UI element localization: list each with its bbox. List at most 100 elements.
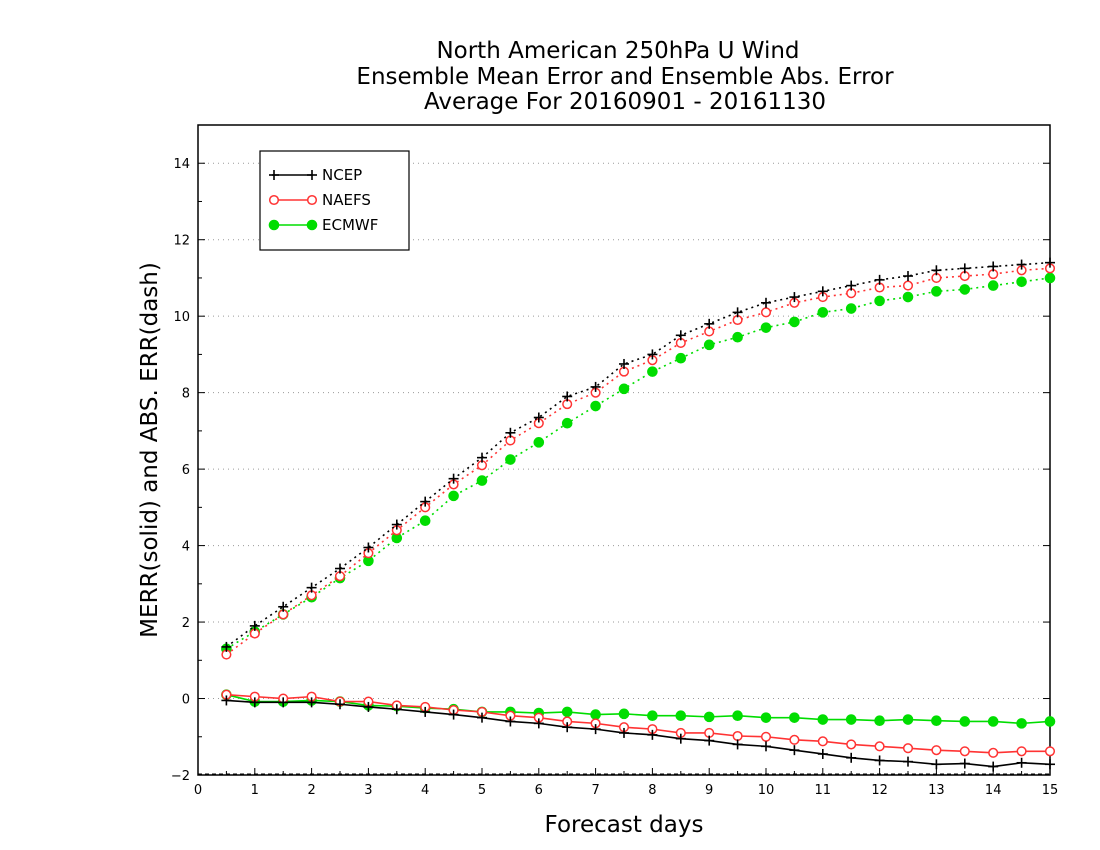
mean-err-point (902, 714, 914, 725)
mean-err-point (817, 748, 828, 759)
abs-err-point (732, 307, 743, 318)
mean-err-point (732, 710, 743, 722)
abs-err-point (249, 620, 260, 631)
mean-err-point (902, 743, 914, 754)
legend-marker (268, 219, 280, 231)
x-tick-label: 2 (307, 783, 315, 798)
abs-err-point (590, 400, 601, 412)
abs-err-point (874, 295, 885, 307)
y-tick-label: 10 (173, 310, 190, 325)
mean-err-point (278, 697, 289, 708)
abs-err-point (874, 274, 885, 285)
abs-err-point (561, 417, 573, 429)
legend-item-ncep: NCEP (269, 166, 362, 184)
x-tick-label: 5 (478, 783, 486, 798)
abs-err-point (931, 265, 942, 276)
abs-err-point (931, 286, 942, 297)
mean-err-point (846, 752, 857, 763)
mean-err-point (789, 734, 800, 745)
mean-err-point (1016, 746, 1027, 757)
chart-title: North American 250hPa U Wind Ensemble Me… (356, 38, 894, 115)
legend-items: NCEP NAEFS ECMWF (268, 166, 378, 234)
abs-err-point (761, 297, 771, 308)
abs-err-point (959, 263, 970, 274)
abs-err-point (704, 318, 715, 329)
mean-err-point (931, 745, 942, 756)
mean-err-point (732, 739, 743, 750)
title-line-2: Ensemble Mean Error and Ensemble Abs. Er… (356, 64, 894, 90)
x-tick-label: 13 (928, 783, 945, 798)
y-tick-label: 6 (182, 463, 190, 478)
mean-err-point (703, 711, 715, 723)
abs-err-point (647, 366, 658, 377)
y-tick-label: 12 (173, 234, 190, 249)
mean-err-point (845, 714, 857, 725)
mean-err-point (817, 714, 829, 725)
legend-marker (306, 219, 318, 231)
abs-err-point (703, 339, 715, 351)
abs-err-point (1045, 257, 1055, 268)
mean-err-point (874, 755, 885, 766)
mean-err-point (619, 727, 629, 738)
abs-err-point (760, 322, 772, 333)
abs-err-point (1016, 259, 1027, 270)
abs-err-point (590, 381, 601, 392)
abs-err-point (1044, 272, 1056, 284)
abs-err-point (420, 496, 431, 507)
mean-err-point (1045, 759, 1055, 770)
mean-err-point (789, 712, 800, 723)
abs-err-point (675, 352, 687, 364)
abs-err-point (533, 412, 544, 423)
x-tick-label: 3 (364, 783, 372, 798)
mean-err-point (760, 712, 772, 723)
abs-err-point (533, 437, 545, 448)
x-tick-label: 0 (194, 783, 202, 798)
mean-err-point (647, 729, 658, 740)
x-tick-label: 8 (648, 783, 656, 798)
abs-err-line-ncep (225, 261, 1051, 648)
series-ncep (221, 257, 1055, 772)
series-naefs (221, 263, 1056, 758)
mean-err-point (959, 758, 970, 769)
mean-err-point (221, 695, 232, 706)
abs-err-point (619, 358, 629, 369)
mean-err-point (363, 701, 374, 712)
mean-err-point (249, 697, 260, 708)
abs-err-point (959, 284, 971, 295)
abs-err-point (335, 563, 345, 574)
x-tick-label: 4 (421, 783, 429, 798)
legend-item-naefs: NAEFS (268, 191, 371, 209)
x-tick-label: 11 (815, 783, 832, 798)
mean-err-point (533, 718, 544, 729)
abs-err-point (732, 331, 743, 343)
abs-err-point (1016, 276, 1027, 288)
x-tick-label: 15 (1042, 783, 1059, 798)
x-tick-label: 14 (985, 783, 1002, 798)
abs-err-point (902, 280, 914, 291)
abs-err-point (505, 427, 516, 438)
legend-label: NAEFS (322, 191, 371, 209)
mean-err-point (846, 739, 857, 750)
abs-err-line-naefs (225, 267, 1051, 656)
x-axis: 0 1 2 3 4 5 6 7 8 9 10 11 12 13 14 15 (194, 768, 1058, 798)
title-line-3: Average For 20160901 - 20161130 (424, 89, 826, 115)
x-tick-label: 6 (535, 783, 543, 798)
mean-err-point (420, 706, 431, 717)
mean-err-point (391, 704, 402, 715)
abs-err-point (988, 261, 999, 272)
mean-err-point (335, 699, 345, 710)
mean-err-point (760, 731, 772, 742)
abs-err-point (562, 391, 573, 402)
mean-err-point (903, 756, 913, 767)
abs-err-point (221, 641, 232, 652)
mean-err-point (987, 716, 999, 727)
mean-err-point (675, 733, 686, 744)
abs-err-point (817, 307, 829, 318)
y-axis: −2 0 2 4 6 8 10 12 14 (171, 124, 1050, 784)
mean-err-point (590, 724, 601, 735)
x-tick-label: 1 (251, 783, 259, 798)
mean-err-point (561, 706, 573, 718)
legend-label: NCEP (322, 166, 362, 184)
mean-err-point (306, 697, 317, 708)
